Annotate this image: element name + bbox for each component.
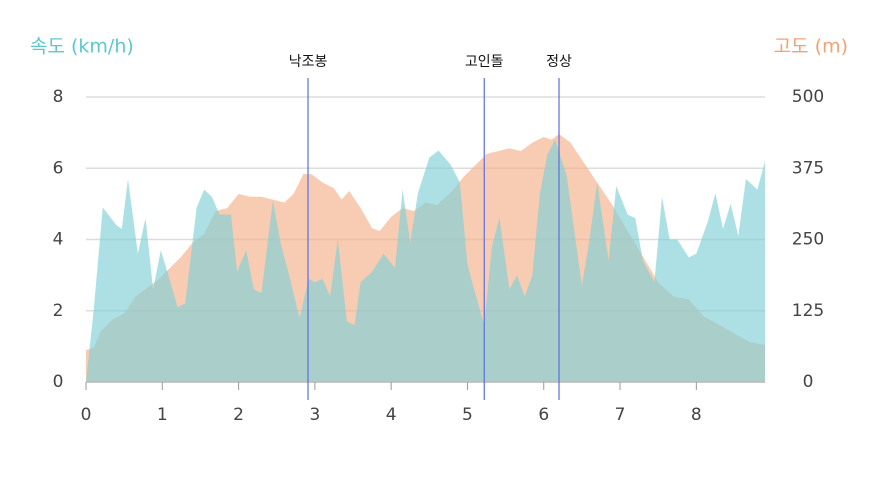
x-tick-label: 2 — [233, 405, 244, 425]
x-tick-label: 4 — [386, 405, 397, 425]
y-tick-label: 8 — [53, 87, 64, 107]
x-tick-label: 5 — [462, 405, 473, 425]
area — [86, 139, 765, 382]
y2-tick-label: 125 — [792, 301, 824, 321]
x-tick-label: 3 — [309, 405, 320, 425]
y-tick-label: 2 — [53, 301, 64, 321]
y-tick-label: 6 — [53, 158, 64, 178]
x-tick-label: 0 — [81, 405, 92, 425]
y-axis-title: 속도 (km/h) — [30, 36, 134, 58]
x-tick-label: 7 — [615, 405, 626, 425]
y2-tick-label: 250 — [792, 230, 824, 250]
y2-tick-label: 500 — [792, 87, 824, 107]
marker-label: 정상 — [546, 54, 572, 70]
marker-label: 낙조봉 — [289, 54, 328, 70]
y-tick-label: 0 — [53, 372, 64, 392]
x-tick-label: 6 — [538, 405, 549, 425]
y2-tick-label: 0 — [803, 372, 814, 392]
y2-tick-label: 375 — [792, 158, 824, 178]
x-tick-label: 1 — [157, 405, 168, 425]
y2-axis-title: 고도 (m) — [774, 36, 848, 58]
marker-label: 고인돌 — [465, 54, 504, 70]
x-tick-label: 8 — [691, 405, 702, 425]
y-tick-label: 4 — [53, 230, 64, 250]
